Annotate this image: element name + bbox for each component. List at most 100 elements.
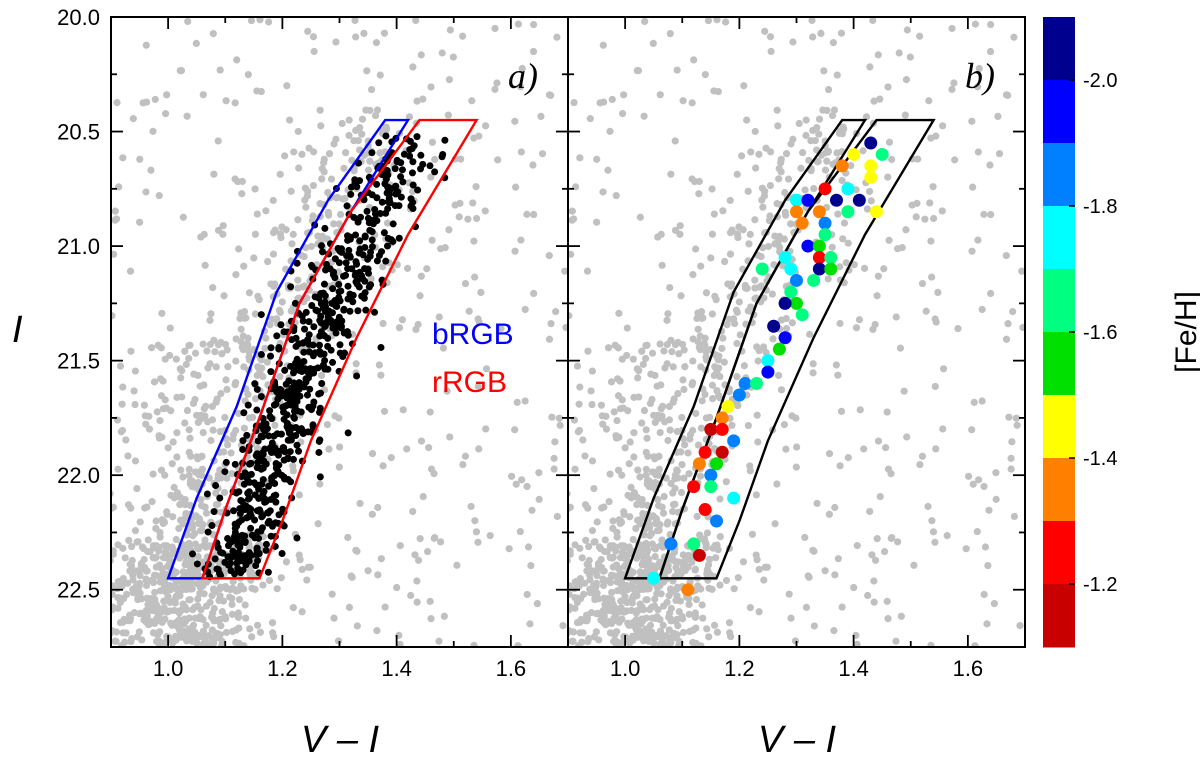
field-star [122, 436, 130, 444]
spectroscopic-star [829, 193, 843, 207]
field-star [856, 406, 864, 414]
field-star [694, 309, 702, 317]
rgb-star [230, 507, 238, 515]
field-star [663, 340, 671, 349]
field-star [113, 585, 121, 593]
spectroscopic-star [761, 365, 775, 379]
rgb-star [251, 491, 259, 499]
field-star [92, 636, 99, 643]
field-star [253, 210, 261, 218]
rgb-star [239, 437, 247, 445]
field-star [895, 49, 903, 57]
field-star [588, 457, 597, 465]
field-stars-b [547, 17, 1025, 647]
field-star [560, 542, 567, 549]
field-star [752, 551, 760, 559]
rgb-star [256, 506, 264, 514]
field-star [552, 603, 559, 610]
field-star [187, 452, 195, 460]
field-star [156, 578, 164, 586]
field-star [970, 398, 978, 406]
field-star [1007, 454, 1015, 462]
field-star [864, 591, 872, 600]
field-star [721, 257, 729, 266]
field-star [205, 542, 213, 550]
field-star [197, 495, 205, 504]
spectroscopic-star [727, 491, 741, 505]
field-star [309, 148, 318, 156]
field-star [409, 507, 417, 516]
panel-a: 1.0 1.2 1.4 1.620.020.521.021.522.022.5 a) … [57, 5, 569, 681]
spectroscopic-star [790, 193, 803, 207]
field-star [289, 230, 297, 238]
field-star [681, 363, 689, 371]
field-star [155, 192, 163, 200]
rgb-star [282, 380, 290, 388]
field-star [166, 598, 174, 607]
field-star [200, 381, 208, 389]
field-star [766, 33, 775, 41]
field-star [136, 155, 144, 163]
field-star [457, 155, 465, 163]
field-star [140, 401, 148, 409]
field-star [760, 576, 768, 584]
field-star [271, 421, 279, 429]
field-star [755, 150, 763, 158]
field-star [971, 642, 979, 647]
field-star [137, 562, 146, 570]
rgb-star [329, 324, 337, 332]
rgb-star [300, 383, 308, 391]
field-star [585, 634, 593, 643]
field-star [211, 348, 219, 356]
rgb-star [245, 549, 253, 557]
field-star [183, 112, 191, 120]
field-star [927, 237, 935, 245]
field-star [892, 637, 900, 645]
field-star [1013, 421, 1021, 429]
field-star [409, 63, 417, 71]
field-star [419, 95, 427, 103]
rgb-star [367, 248, 375, 256]
field-star [368, 510, 376, 518]
spectroscopic-star [795, 308, 809, 322]
field-star [859, 147, 867, 155]
rgb-star [244, 401, 252, 409]
field-star [805, 573, 813, 581]
rgb-star [268, 415, 276, 423]
field-star [814, 157, 822, 166]
field-star [526, 620, 534, 628]
field-star [188, 524, 197, 532]
field-star [190, 633, 198, 642]
rgb-star [389, 220, 397, 228]
spectroscopic-star [852, 193, 866, 207]
field-star [199, 558, 207, 566]
field-star [777, 155, 785, 163]
field-star [431, 533, 439, 542]
field-star [592, 610, 601, 618]
rgb-star [329, 358, 337, 366]
field-star [691, 565, 700, 573]
field-star [547, 609, 554, 616]
field-star [599, 98, 608, 106]
field-star [197, 467, 206, 475]
legend-brgb: bRGB [432, 318, 514, 351]
rgb-star [292, 334, 300, 342]
field-star [934, 288, 942, 297]
field-star [238, 190, 246, 198]
rgb-star [266, 407, 274, 415]
rgb-star [254, 557, 262, 565]
field-star [733, 339, 741, 348]
field-star [131, 400, 139, 409]
field-star [178, 586, 186, 594]
rgb-star [361, 233, 369, 241]
field-star [607, 378, 616, 386]
rgb-star [240, 409, 248, 417]
field-star [901, 111, 909, 119]
field-star [518, 64, 526, 73]
field-star [413, 598, 421, 606]
field-star [142, 41, 150, 49]
field-star [630, 453, 638, 461]
rgb-star [417, 151, 425, 159]
field-star [364, 567, 372, 575]
field-star [669, 507, 677, 516]
